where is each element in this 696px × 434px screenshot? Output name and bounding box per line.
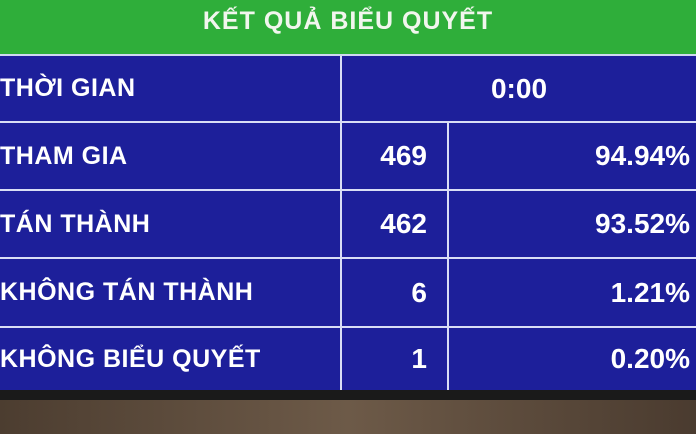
screen-bezel [0, 390, 696, 400]
table-row: KHÔNG BIỂU QUYẾT 1 0.20% [0, 328, 696, 392]
screen: KẾT QUẢ BIỂU QUYẾT THỜI GIAN 0:00 THAM GIA… [0, 0, 696, 392]
row-label: THỜI GIAN [0, 74, 136, 102]
vote-count: 462 [340, 191, 447, 257]
vote-percent: 93.52% [447, 191, 696, 257]
vote-count: 1 [340, 328, 447, 390]
table-row: KHÔNG TÁN THÀNH 6 1.21% [0, 259, 696, 328]
header-title: KẾT QUẢ BIỂU QUYẾT [0, 0, 696, 56]
row-value: 0:00 [340, 56, 696, 121]
table-row: THỜI GIAN 0:00 [0, 56, 696, 123]
vote-percent: 0.20% [447, 328, 696, 390]
vote-percent: 94.94% [447, 123, 696, 189]
wall [0, 400, 696, 434]
vote-count: 6 [340, 259, 447, 326]
row-label: KHÔNG BIỂU QUYẾT [0, 344, 261, 373]
table-row: THAM GIA 469 94.94% [0, 123, 696, 191]
row-label: KHÔNG TÁN THÀNH [0, 278, 254, 306]
vote-percent: 1.21% [447, 259, 696, 326]
table-row: TÁN THÀNH 462 93.52% [0, 191, 696, 259]
row-label: TÁN THÀNH [0, 209, 151, 238]
row-label: THAM GIA [0, 141, 128, 170]
vote-count: 469 [340, 123, 447, 189]
